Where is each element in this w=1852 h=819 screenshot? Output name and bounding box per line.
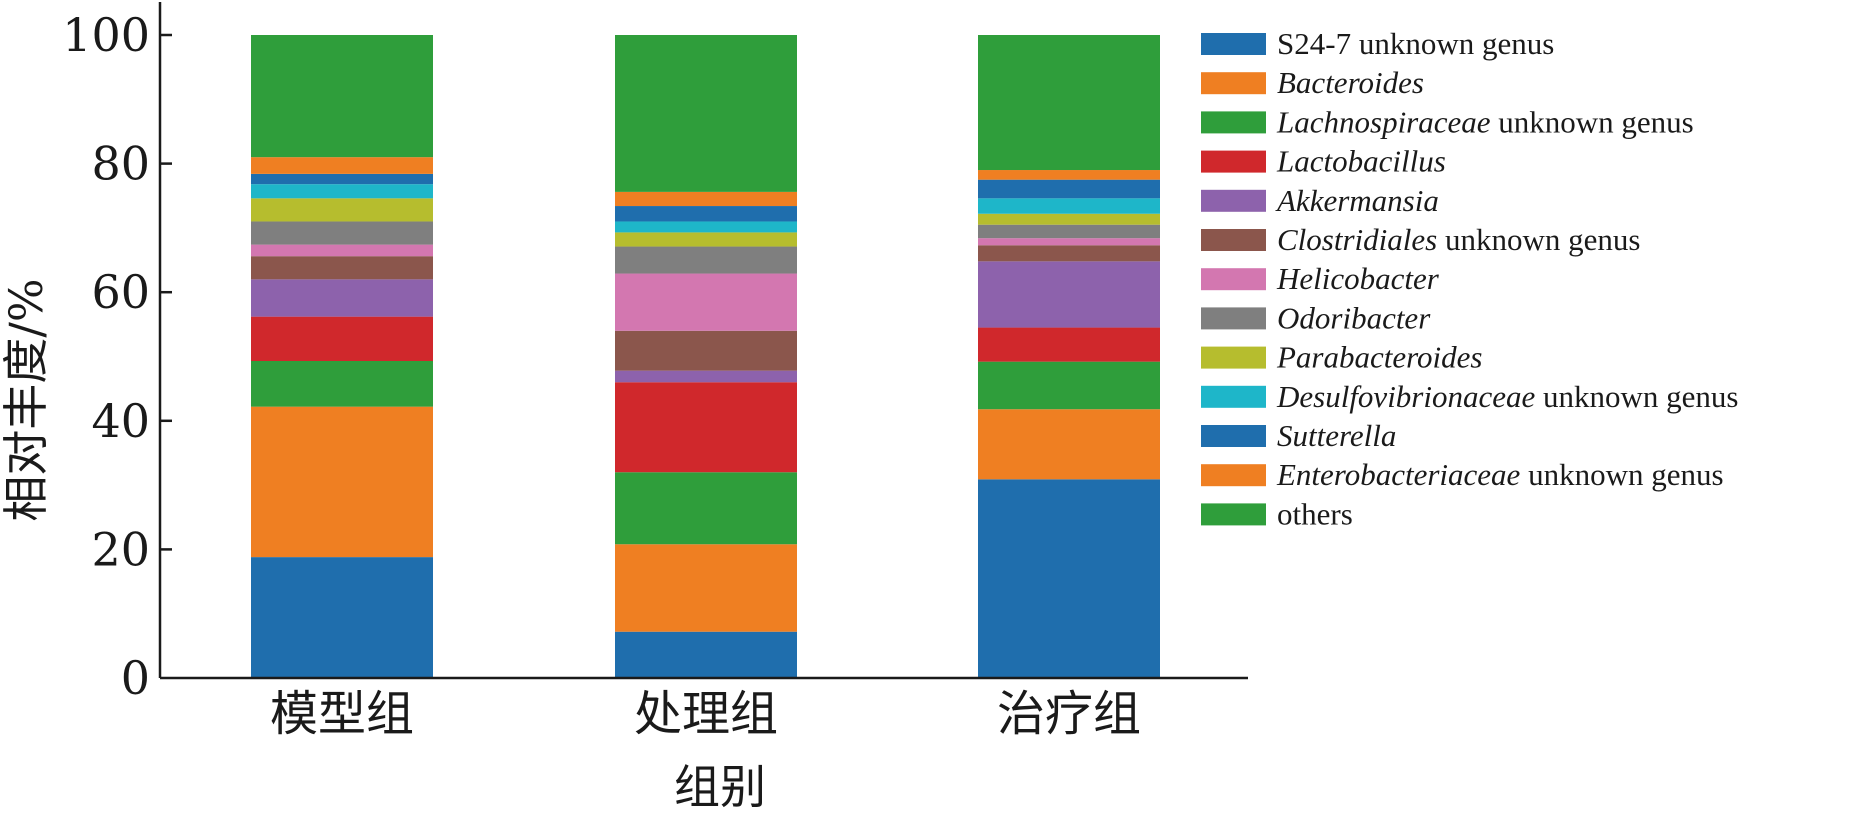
x-axis-title: 组别	[674, 760, 766, 814]
legend-entry-label: Odoribacter	[1277, 300, 1431, 335]
bar-segment	[251, 557, 433, 678]
bar-segment	[615, 246, 797, 274]
bar-segment	[978, 198, 1160, 214]
legend-swatch	[1201, 268, 1266, 291]
bar-segment	[615, 631, 797, 678]
bar-segment	[615, 221, 797, 233]
bar-segment	[978, 224, 1160, 239]
bar-segment	[251, 184, 433, 199]
legend-entry-label: Sutterella	[1277, 418, 1396, 453]
bar-segment	[615, 382, 797, 473]
bar-segment	[978, 409, 1160, 480]
legend-swatch	[1201, 229, 1266, 251]
y-tick-label: 80	[91, 137, 150, 191]
bar-segment	[978, 245, 1160, 262]
bar-segment	[978, 479, 1160, 678]
legend-entry-label: Parabacteroides	[1276, 340, 1482, 375]
bar-segment	[251, 198, 433, 222]
legend-entry-label: Lachnospiraceae unknown genus	[1276, 104, 1694, 139]
y-tick-label: 60	[91, 265, 150, 319]
legend-swatch	[1201, 464, 1266, 487]
bar-segment	[615, 191, 797, 207]
legend-swatch	[1201, 385, 1266, 408]
bar-segment	[251, 35, 433, 158]
bar-segment	[251, 406, 433, 558]
legend-swatch	[1201, 33, 1266, 55]
x-category-label: 治疗组	[997, 686, 1141, 742]
legend-swatch	[1201, 346, 1266, 369]
bar-segment	[251, 316, 433, 362]
legend-entry-label: Enterobacteriaceae unknown genus	[1276, 457, 1724, 492]
legend-swatch	[1201, 189, 1266, 212]
legend-entry-label: Helicobacter	[1276, 261, 1440, 296]
bar-segment	[978, 361, 1160, 410]
bar-segment	[251, 173, 433, 185]
bar-segment	[251, 157, 433, 174]
bar-segment	[978, 238, 1160, 246]
legend-entry-label: S24-7 unknown genus	[1277, 26, 1554, 61]
y-tick-label: 20	[91, 522, 150, 576]
bar-segment	[615, 273, 797, 331]
bar-segment	[978, 170, 1160, 180]
legend-entry-label: Bacteroides	[1277, 65, 1424, 100]
bar-segment	[978, 327, 1160, 362]
bar-segment	[615, 472, 797, 545]
bar-segment	[251, 221, 433, 245]
bar-segment	[251, 244, 433, 257]
bar-segment	[251, 279, 433, 317]
legend-entry-label: Clostridiales unknown genus	[1277, 222, 1640, 257]
bars-layer	[251, 35, 1160, 678]
legend-swatch	[1201, 425, 1266, 447]
bar-segment	[615, 330, 797, 371]
bar-segment	[615, 232, 797, 247]
bar-segment	[615, 544, 797, 632]
x-category-label: 模型组	[270, 686, 414, 742]
bar-segment	[978, 179, 1160, 199]
legend: S24-7 unknown genus Bacteroides Lachnospir…	[1201, 26, 1738, 531]
bar-segment	[615, 206, 797, 222]
bar-segment	[251, 256, 433, 280]
bar-segment	[978, 35, 1160, 171]
legend-entry-label: others	[1277, 496, 1353, 531]
legend-entry-label: Lactobacillus	[1276, 144, 1446, 179]
y-axis-title: 相对丰度/%	[0, 278, 53, 521]
legend-swatch	[1201, 150, 1266, 173]
legend-swatch	[1201, 111, 1266, 134]
y-tick-label: 0	[121, 651, 150, 705]
legend-entry-label: Desulfovibrionaceae unknown genus	[1276, 379, 1738, 414]
x-category-label: 处理组	[634, 686, 778, 742]
y-tick-label: 40	[91, 394, 150, 448]
y-tick-label: 100	[62, 8, 150, 62]
bar-segment	[615, 35, 797, 192]
bar-segment	[615, 370, 797, 383]
bar-segment	[251, 361, 433, 407]
legend-swatch	[1201, 307, 1266, 330]
category-labels: 模型组 处理组 治疗组	[270, 686, 1141, 742]
legend-swatch	[1201, 72, 1266, 95]
bar-segment	[978, 213, 1160, 225]
y-ticks: 0 20 40 60 80 100	[62, 8, 172, 705]
bar-segment	[978, 261, 1160, 328]
legend-swatch	[1201, 503, 1266, 526]
legend-entry-label: Akkermansia	[1275, 183, 1439, 218]
